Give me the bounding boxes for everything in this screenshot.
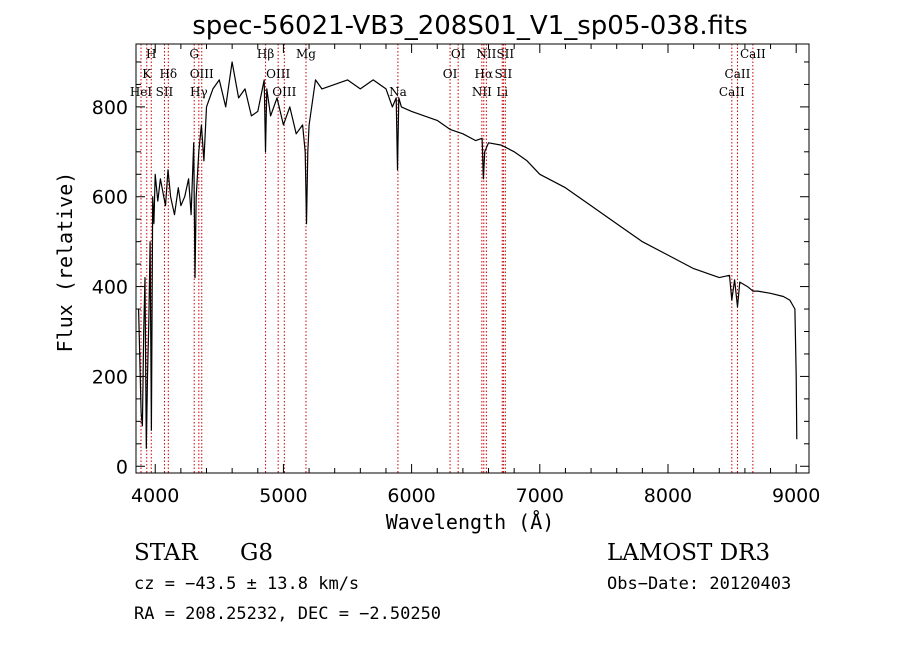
- reference-line-label: NII: [472, 85, 492, 99]
- x-tick-label: 6000: [387, 485, 435, 507]
- y-axis-label: Flux (relative): [53, 172, 77, 353]
- reference-line-label: Na: [389, 85, 407, 99]
- reference-line-label: Hα: [474, 67, 493, 81]
- reference-line-label: CaII: [725, 67, 751, 81]
- y-tick-label: 600: [92, 187, 128, 209]
- reference-line-label: Hβ: [257, 47, 274, 61]
- x-tick-label: 7000: [516, 485, 564, 507]
- y-tick-label: 400: [92, 277, 128, 299]
- object-class: STAR: [134, 540, 198, 566]
- y-tick-label: 0: [116, 456, 128, 478]
- reference-line-label: OIII: [190, 67, 214, 81]
- redshift-cz: cz = −43.5 ± 13.8 km/s: [134, 574, 360, 594]
- y-tick-label: 800: [92, 97, 128, 119]
- spectrum-series-line: [138, 61, 798, 449]
- reference-line-label: OIII: [266, 67, 290, 81]
- reference-line-label: HeI: [130, 85, 153, 99]
- observation-date: Obs−Date: 20120403: [607, 574, 792, 594]
- x-tick-label: 8000: [644, 485, 692, 507]
- reference-line-label: SII: [496, 47, 514, 61]
- y-axis: 0 200 400 600 800: [92, 61, 809, 478]
- y-tick-label: 200: [92, 366, 128, 388]
- x-tick-label: 9000: [772, 485, 820, 507]
- object-subclass: G8: [240, 540, 274, 566]
- survey-name: LAMOST DR3: [607, 540, 771, 566]
- x-tick-label: 4000: [131, 485, 179, 507]
- reference-line-label: OI: [451, 47, 466, 61]
- x-axis: 4000 5000 6000 7000 8000 9000: [131, 44, 820, 507]
- reference-line-label: Hγ: [190, 85, 208, 99]
- x-axis-label: Wavelength (Å): [386, 510, 555, 534]
- reference-line-label: CaII: [740, 47, 766, 61]
- reference-line-label: G: [189, 47, 199, 61]
- x-tick-label: 5000: [259, 485, 307, 507]
- reference-line-label: CaII: [719, 85, 745, 99]
- reference-lines: HeI KH SII Hδ G Hγ OIII Hβ OIII OIII Mg Na OI OI NII Hα…: [130, 44, 766, 473]
- reference-line-label: OIII: [272, 85, 296, 99]
- reference-line-label: SII: [495, 67, 513, 81]
- reference-line-label: NII: [476, 47, 496, 61]
- reference-line-label: Hδ: [159, 67, 177, 81]
- chart-title: spec-56021-VB3_208S01_V1_sp05-038.fits: [192, 11, 748, 41]
- coordinates: RA = 208.25232, DEC = −2.50250: [134, 604, 442, 624]
- plot-frame: [135, 43, 810, 474]
- reference-line-label: OI: [443, 67, 458, 81]
- reference-line-label: SII: [156, 85, 174, 99]
- reference-line-label: Li: [496, 85, 508, 99]
- reference-line-label: K: [142, 67, 152, 81]
- reference-line-label: H: [146, 47, 156, 61]
- reference-line-label: Mg: [296, 47, 316, 61]
